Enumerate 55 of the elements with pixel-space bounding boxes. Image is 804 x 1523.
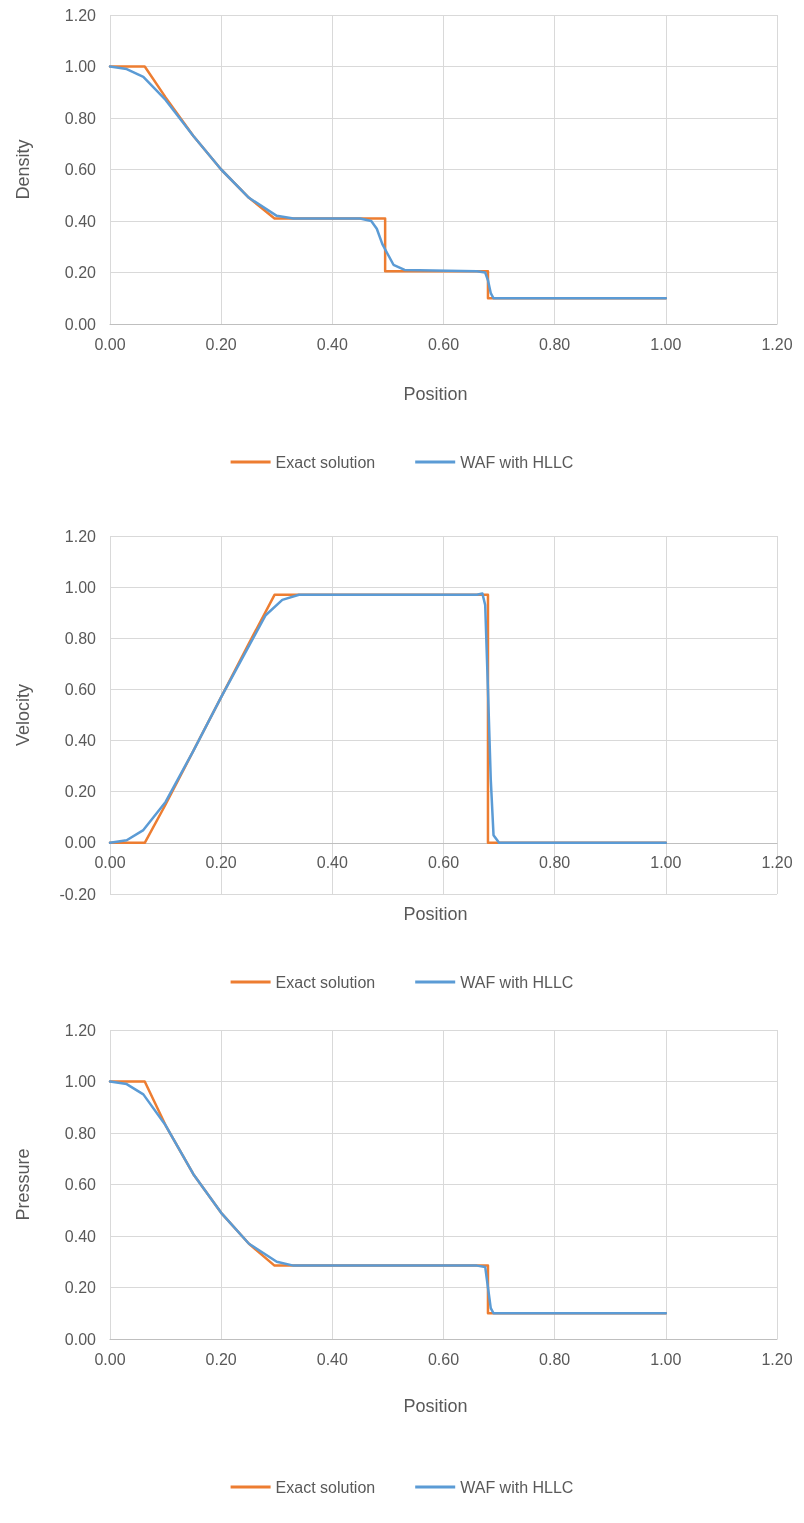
x-tick-label: 0.20: [205, 854, 237, 872]
x-tick-label: 1.20: [761, 335, 793, 353]
y-tick-label: 0.60: [64, 680, 97, 698]
x-tick-label: 0.00: [94, 335, 126, 353]
y-tick-label: 1.20: [64, 527, 97, 545]
y-tick-label: 0.20: [64, 783, 97, 801]
legend-label: WAF with HLLC: [460, 973, 574, 991]
y-tick-label: 0.60: [64, 161, 97, 178]
y-tick-label: 1.20: [64, 1021, 97, 1039]
y-axis-title: Density: [13, 139, 33, 200]
y-tick-label: 0.00: [64, 315, 97, 333]
x-axis-title: Position: [403, 1396, 468, 1416]
x-tick-label: 1.20: [761, 854, 793, 872]
y-axis-title: Pressure: [13, 1148, 33, 1221]
y-axis-title: Velocity: [13, 683, 33, 747]
x-tick-label: 0.00: [94, 854, 126, 872]
y-tick-label: 0.00: [64, 1330, 97, 1348]
y-tick-label: 0.80: [64, 629, 97, 647]
y-tick-label: 1.00: [64, 1073, 97, 1090]
y-tick-label: 0.80: [64, 109, 97, 127]
y-tick-label: 0.20: [64, 1279, 97, 1296]
x-tick-label: 0.40: [316, 854, 349, 872]
y-tick-label: 0.40: [64, 1227, 97, 1245]
y-tick-label: 0.40: [64, 212, 97, 230]
x-tick-label: 0.00: [94, 1350, 126, 1368]
y-tick-label: 0.80: [64, 1124, 97, 1142]
y-tick-label: 0.40: [64, 732, 97, 750]
legend-label: Exact solution: [275, 453, 376, 471]
legend-label: WAF with HLLC: [460, 453, 574, 471]
x-tick-label: 1.00: [650, 1350, 682, 1368]
x-axis-title: Position: [403, 384, 468, 404]
y-tick-label: 1.00: [64, 578, 97, 596]
y-tick-label: 1.00: [64, 58, 97, 75]
x-tick-label: 0.40: [316, 335, 349, 353]
x-tick-label: 1.20: [761, 1350, 793, 1368]
x-tick-label: 1.00: [650, 335, 682, 353]
y-tick-label: 1.20: [64, 6, 97, 24]
x-tick-label: 0.80: [539, 1350, 571, 1368]
x-tick-label: 1.00: [650, 854, 682, 872]
x-tick-label: 0.60: [427, 335, 460, 353]
y-tick-label: -0.20: [59, 885, 97, 903]
x-tick-label: 0.80: [539, 854, 571, 872]
x-tick-label: 0.20: [205, 335, 237, 353]
x-tick-label: 0.60: [427, 854, 460, 872]
legend-label: WAF with HLLC: [460, 1478, 574, 1496]
x-tick-label: 0.20: [205, 1350, 237, 1368]
x-tick-label: 0.40: [316, 1350, 349, 1368]
y-tick-label: 0.00: [64, 834, 97, 852]
legend-label: Exact solution: [275, 1478, 376, 1496]
x-axis-title: Position: [403, 904, 468, 924]
legend-label: Exact solution: [275, 973, 376, 991]
y-tick-label: 0.60: [64, 1176, 97, 1193]
x-tick-label: 0.60: [427, 1350, 460, 1368]
y-tick-label: 0.20: [64, 264, 97, 281]
x-tick-label: 0.80: [539, 335, 571, 353]
